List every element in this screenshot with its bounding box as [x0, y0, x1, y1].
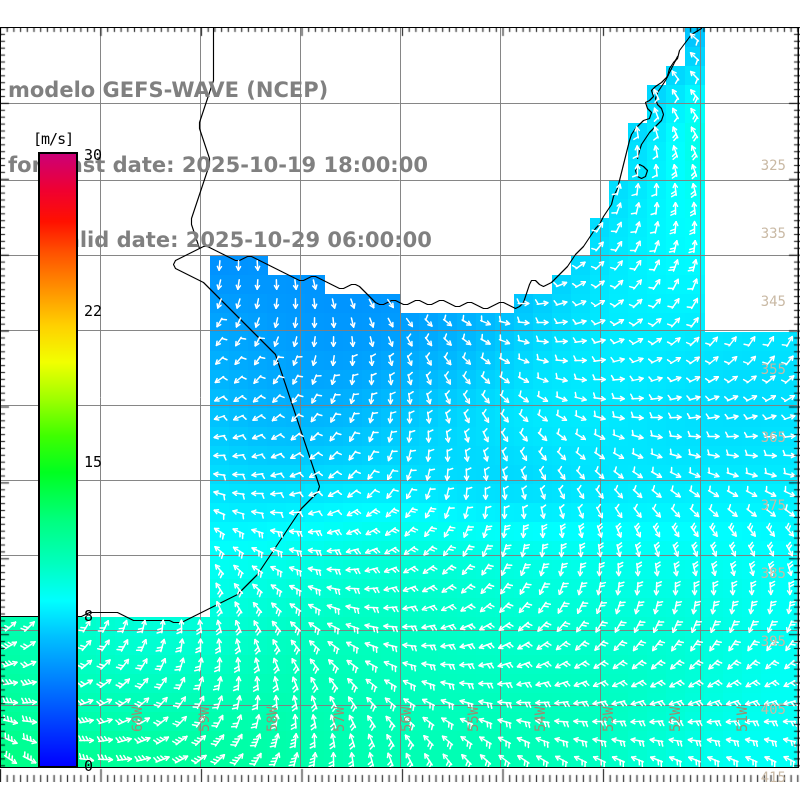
grid-index-label-375: 375: [760, 498, 786, 514]
lon-tick-label-52w: 52W: [667, 706, 684, 732]
lon-tick-label-55w: 55W: [466, 706, 483, 732]
colorbar-tick-22: 22: [84, 302, 103, 320]
lon-tick-label-57w: 57W: [331, 706, 348, 732]
colorbar-tick-0: 0: [84, 757, 94, 775]
lon-tick-label-54w: 54W: [533, 706, 550, 732]
lon-tick-label-59w: 59W: [197, 706, 214, 732]
bottom-tick-rail: [0, 756, 800, 782]
lon-tick-label-51w: 51W: [735, 706, 751, 732]
grid-index-label-415: 415: [760, 770, 786, 786]
grid-index-label-355: 355: [760, 362, 786, 378]
colorbar-tick-15: 15: [84, 453, 103, 471]
title-forecast-date-line: forecast date: 2025-10-19 18:00:00: [8, 153, 428, 177]
lon-tick-label-60w: 60W: [130, 706, 147, 732]
lon-tick-label-58w: 58W: [264, 706, 281, 732]
wind-speed-field-canvas[interactable]: [1, 28, 798, 767]
lon-tick-label-53w: 53W: [600, 706, 617, 732]
plot-title-block: modelo GEFS-WAVE (NCEP) forecast date: 2…: [8, 28, 432, 303]
grid-index-label-345: 345: [760, 294, 786, 310]
left-tick-rail: [0, 27, 12, 769]
grid-index-label-385: 385: [760, 566, 786, 582]
grid-index-label-325: 325: [760, 158, 786, 174]
grid-index-label-405: 405: [760, 702, 786, 718]
grid-index-label-395: 395: [760, 634, 786, 650]
grid-index-label-335: 335: [760, 226, 786, 242]
title-model-line: modelo GEFS-WAVE (NCEP): [8, 78, 329, 102]
top-tick-rail: [0, 27, 800, 39]
colorbar-tick-8: 8: [84, 607, 94, 625]
grid-index-label-365: 365: [760, 430, 786, 446]
colorbar-unit-label: [m/s]: [33, 130, 74, 148]
title-valid-date-line: valid date: 2025-10-29 06:00:00: [52, 228, 432, 252]
right-tick-rail: [786, 27, 800, 769]
map-data-raster[interactable]: [1, 28, 798, 767]
lon-tick-label-56w: 56W: [399, 706, 415, 732]
colorbar-tick-30: 30: [84, 146, 103, 164]
colorbar-gradient[interactable]: [38, 152, 78, 768]
